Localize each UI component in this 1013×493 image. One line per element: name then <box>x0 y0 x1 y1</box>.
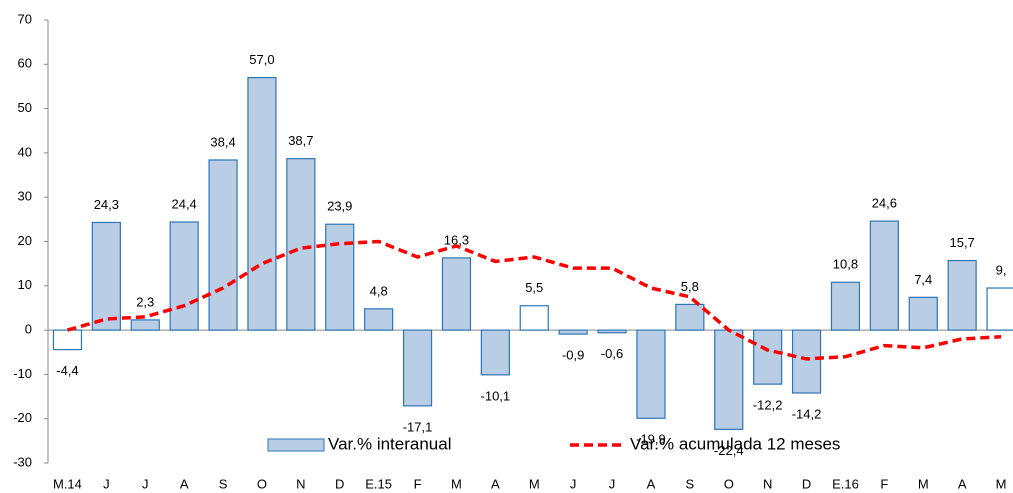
y-tick-label: 60 <box>18 56 32 71</box>
data-label: 24,6 <box>872 196 897 211</box>
x-tick-label: A <box>491 476 500 491</box>
bar <box>208 159 238 331</box>
x-tick-label: J <box>103 476 110 491</box>
data-label: 5,8 <box>681 279 699 294</box>
x-tick-label: M <box>996 476 1007 491</box>
bar <box>869 220 899 331</box>
y-tick-label: -20 <box>13 410 32 425</box>
data-label: -17,1 <box>403 419 433 434</box>
x-tick-label: F <box>880 476 888 491</box>
x-tick-label: D <box>335 476 344 491</box>
bar <box>247 76 277 331</box>
bar <box>441 257 472 331</box>
x-tick-label: M.14 <box>53 476 82 491</box>
y-tick-label: 0 <box>25 322 32 337</box>
data-label: 38,4 <box>210 134 235 149</box>
bar <box>753 329 783 385</box>
data-label: 9, <box>996 262 1007 277</box>
x-tick-label: O <box>724 476 734 491</box>
bar <box>791 329 822 394</box>
bar <box>558 329 588 335</box>
bar <box>675 303 705 331</box>
x-tick-label: O <box>257 476 267 491</box>
legend-label: Var.% interanual <box>328 434 451 453</box>
bar <box>169 221 199 331</box>
x-tick-label: S <box>219 476 228 491</box>
x-tick-label: M <box>451 476 462 491</box>
y-tick-label: -30 <box>13 454 32 469</box>
data-label: -19,9 <box>636 432 666 447</box>
bar <box>130 319 160 331</box>
x-tick-label: A <box>958 476 967 491</box>
data-label: -0,9 <box>562 348 584 363</box>
y-tick-label: 50 <box>18 100 32 115</box>
y-tick-label: 30 <box>18 189 32 204</box>
bar <box>52 329 83 351</box>
data-label: 23,9 <box>327 199 352 214</box>
x-tick-label: A <box>180 476 189 491</box>
data-label: -14,2 <box>792 406 822 421</box>
data-label: 5,5 <box>525 280 543 295</box>
data-label: 24,3 <box>94 197 119 212</box>
bar <box>519 305 549 331</box>
x-tick-label: N <box>763 476 772 491</box>
data-label: 10,8 <box>833 257 858 272</box>
bar <box>91 221 121 331</box>
data-label: 38,7 <box>288 133 313 148</box>
x-tick-label: J <box>570 476 577 491</box>
data-label: 57,0 <box>249 52 274 67</box>
data-label: 7,4 <box>914 272 932 287</box>
data-label: -22,4 <box>714 443 744 458</box>
bar <box>325 223 355 331</box>
x-tick-label: M <box>529 476 540 491</box>
x-tick-label: E.15 <box>365 476 392 491</box>
data-label: 2,3 <box>136 294 154 309</box>
data-label: -12,2 <box>753 398 783 413</box>
data-label: 15,7 <box>949 235 974 250</box>
bar <box>480 329 510 376</box>
bar <box>908 296 938 331</box>
bar <box>364 308 394 331</box>
x-tick-label: D <box>802 476 811 491</box>
bar <box>986 287 1013 331</box>
y-tick-label: 20 <box>18 233 32 248</box>
data-label: -4,4 <box>56 363 78 378</box>
bar <box>714 329 744 430</box>
x-tick-label: M <box>918 476 929 491</box>
data-label: -0,6 <box>601 346 623 361</box>
x-tick-label: N <box>296 476 305 491</box>
bar <box>286 158 316 331</box>
bar <box>597 329 627 334</box>
x-tick-label: J <box>142 476 149 491</box>
y-tick-label: -10 <box>13 366 32 381</box>
data-label: 4,8 <box>370 283 388 298</box>
x-tick-label: S <box>686 476 695 491</box>
bar <box>830 281 861 331</box>
x-tick-label: F <box>414 476 422 491</box>
data-label: 24,4 <box>171 196 196 211</box>
y-tick-label: 40 <box>18 144 32 159</box>
y-tick-label: 70 <box>18 11 32 26</box>
x-tick-label: J <box>609 476 616 491</box>
x-tick-label: E.16 <box>832 476 859 491</box>
bar <box>636 329 666 419</box>
data-label: -10,1 <box>481 388 511 403</box>
bar <box>402 329 433 407</box>
data-label: 16,3 <box>444 232 469 247</box>
y-tick-label: 10 <box>18 277 32 292</box>
x-tick-label: A <box>647 476 656 491</box>
bar <box>947 259 977 331</box>
legend-label: Var.% acumulada 12 meses <box>630 434 840 453</box>
line <box>66 239 1002 361</box>
legend-swatch <box>267 438 325 452</box>
